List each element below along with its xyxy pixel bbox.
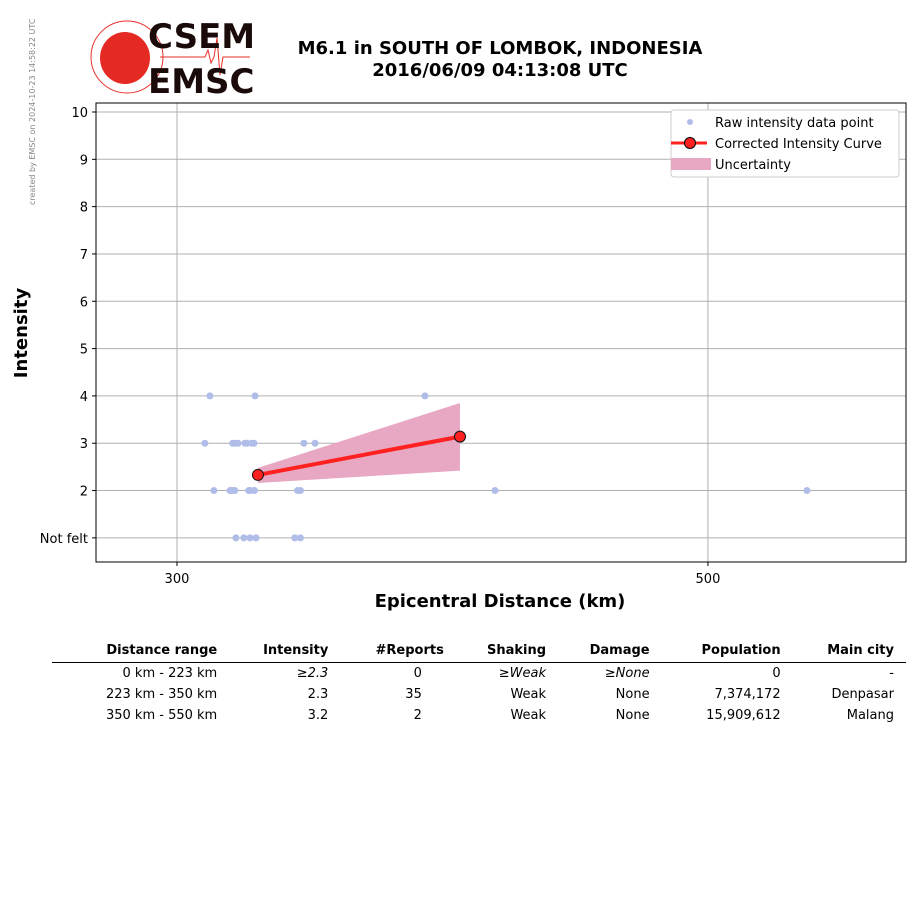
raw-data-point (300, 439, 308, 447)
corrected-curve-point (453, 430, 466, 443)
raw-data-point (232, 534, 240, 542)
corrected-curve-point (251, 468, 264, 481)
table-cell: - (889, 666, 894, 681)
table-cell: ≥None (604, 666, 650, 681)
y-tick-label: 3 (80, 437, 88, 452)
y-tick-label: 2 (80, 485, 88, 500)
legend-raw-marker (687, 119, 693, 125)
y-tick-label: Not felt (40, 532, 88, 547)
column-header: Population (661, 641, 793, 663)
y-tick-label: 7 (80, 248, 88, 263)
y-tick-label: 5 (80, 343, 88, 358)
raw-data-point (296, 487, 304, 495)
table-row: 223 km - 350 km 2.3 35 Weak None 7,374,172 Den… (52, 684, 906, 705)
table-cell: 2.3 (307, 687, 329, 702)
raw-data-point (210, 487, 218, 495)
table-cell: 0 (413, 666, 422, 681)
table-cell: ≥Weak (498, 666, 547, 681)
chart-title: M6.1 in SOUTH OF LOMBOK, INDONESIA 2016/… (260, 38, 740, 82)
column-header: Shaking (455, 641, 559, 663)
legend-uncertainty-patch (671, 158, 711, 170)
column-header: Main city (792, 641, 906, 663)
raw-data-point (240, 534, 248, 542)
logo-emsc: EMSC (148, 62, 255, 102)
legend-uncertainty: Uncertainty (715, 158, 791, 173)
raw-data-point (201, 439, 209, 447)
column-header: Distance range (52, 641, 230, 663)
table-cell: 0 km - 223 km (122, 666, 218, 681)
column-header: #Reports (340, 641, 456, 663)
x-axis-label: Epicentral Distance (km) (375, 591, 626, 612)
raw-data-point (206, 392, 214, 400)
raw-data-point (250, 439, 258, 447)
table-cell: Denpasar (831, 687, 894, 702)
table-cell: 15,909,612 (706, 708, 781, 723)
table-cell: Weak (510, 687, 547, 702)
table-cell: None (615, 708, 650, 723)
title-line-2: 2016/06/09 04:13:08 UTC (372, 60, 628, 81)
title-line-1: M6.1 in SOUTH OF LOMBOK, INDONESIA (297, 38, 703, 59)
x-tick-label: 300 (165, 572, 190, 587)
chart: CSEM EMSC Not felt 2 3 4 5 6 7 8 9 10 300 500 Epice… (11, 17, 907, 612)
raw-data-point (311, 439, 319, 447)
column-header: Damage (558, 641, 662, 663)
intensity-table: Distance range Intensity #Reports Shaking Da… (52, 641, 906, 726)
table-row: 0 km - 223 km ≥2.3 0 ≥Weak ≥None 0 - (52, 663, 906, 685)
logo-csem: CSEM (148, 17, 255, 57)
table-cell: 223 km - 350 km (105, 687, 218, 702)
table-cell: ≥2.3 (296, 666, 329, 681)
legend-curve-marker (684, 137, 696, 149)
table-cell: Malang (846, 708, 894, 723)
corrected-curve-line (257, 434, 461, 477)
table-cell: 2 (413, 708, 422, 723)
raw-data-point (234, 439, 242, 447)
table-cell: 7,374,172 (714, 687, 781, 702)
uncertainty-band (257, 403, 460, 483)
raw-data-point (251, 392, 259, 400)
legend: Raw intensity data point Corrected Inten… (670, 109, 900, 178)
raw-data-point (421, 392, 429, 400)
column-header: Intensity (229, 641, 341, 663)
x-tick-label: 500 (696, 572, 721, 587)
raw-data-point (291, 534, 299, 542)
table-cell: 3.2 (307, 708, 329, 723)
table-cell: 350 km - 550 km (105, 708, 218, 723)
raw-data-point (231, 487, 239, 495)
table-cell: Weak (510, 708, 547, 723)
logo: CSEM EMSC (90, 17, 255, 102)
y-axis-label: Intensity (11, 288, 32, 379)
y-tick-label: 4 (80, 390, 88, 405)
table-cell: 35 (405, 687, 422, 702)
y-tick-label: 8 (80, 201, 88, 216)
legend-raw: Raw intensity data point (715, 116, 874, 131)
table-cell: 0 (772, 666, 781, 681)
y-tick-label: 6 (80, 295, 88, 310)
raw-data-point (252, 534, 260, 542)
y-tick-label: 9 (80, 153, 88, 168)
table-cell: None (615, 687, 650, 702)
raw-data-point (491, 487, 499, 495)
legend-curve: Corrected Intensity Curve (715, 137, 882, 152)
raw-data-point (250, 487, 258, 495)
raw-data-point (246, 534, 254, 542)
raw-data-point (296, 534, 304, 542)
y-tick-label: 10 (71, 106, 88, 121)
table-row: 350 km - 550 km 3.2 2 Weak None 15,909,612 Mal… (52, 705, 906, 726)
raw-data-point (803, 487, 811, 495)
